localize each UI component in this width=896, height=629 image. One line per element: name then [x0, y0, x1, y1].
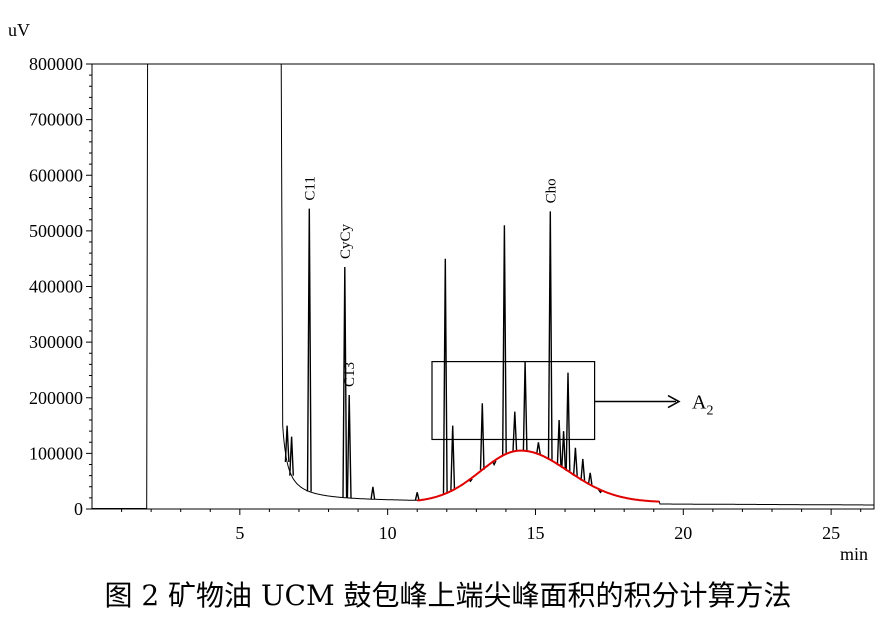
chromatogram-peak: [414, 492, 420, 501]
x-tick-label: 20: [674, 523, 692, 543]
y-axis-unit: uV: [8, 20, 30, 40]
chromatogram-peak: [479, 403, 485, 470]
peak-label: Cho: [543, 178, 559, 203]
chromatogram-peak: [547, 211, 553, 460]
chromatogram-chart: 0 100000 200000 300000 400000 500000 600000 700…: [8, 20, 875, 564]
chromatogram-peak: [522, 361, 528, 451]
chromatogram-peak: [342, 266, 348, 498]
y-tick-label: 500000: [29, 221, 83, 241]
chromatogram-peak: [587, 472, 593, 485]
chromatogram-peak: [370, 486, 376, 500]
chromatogram-peak: [306, 208, 312, 492]
chromatogram-peak: [561, 431, 566, 469]
x-tick-label: 25: [822, 523, 840, 543]
figure-caption: 图 2 矿物油 UCM 鼓包峰上端尖峰面积的积分计算方法: [104, 579, 792, 612]
chromatogram-peak: [572, 447, 578, 476]
integration-region-box: [431, 360, 596, 441]
chromatogram-peak: [450, 425, 456, 491]
y-tick-label: 200000: [29, 388, 83, 408]
region-arrow-head: [667, 394, 681, 409]
x-axis-unit: min: [840, 544, 868, 564]
chromatogram-peak: [536, 442, 541, 455]
y-tick-label: 0: [74, 499, 83, 519]
region-label: A2: [692, 392, 713, 419]
chromatogram-peak: [556, 419, 562, 466]
ucm-hump-trace: [417, 449, 660, 503]
peak-label: C13: [342, 362, 358, 387]
x-tick-label: 15: [526, 523, 544, 543]
peak-label: C11: [302, 176, 318, 200]
chromatogram-peak: [580, 458, 586, 481]
y-tick-label: 800000: [29, 54, 83, 74]
chromatogram-peak: [346, 394, 352, 499]
y-tick-label: 100000: [29, 443, 83, 463]
x-tick-label: 10: [379, 523, 397, 543]
chromatogram-peak: [442, 258, 448, 494]
y-tick-label: 300000: [29, 332, 83, 352]
chromatogram-peak: [289, 436, 294, 476]
chromatogram-peak: [512, 411, 518, 452]
x-tick-label: 5: [235, 523, 244, 543]
y-tick-label: 600000: [29, 165, 83, 185]
chromatogram-peak: [502, 225, 507, 455]
y-tick-label: 400000: [29, 277, 83, 297]
peak-label: CyCy: [338, 224, 354, 260]
chromatogram-peak: [565, 372, 571, 471]
y-tick-label: 700000: [29, 110, 83, 130]
chromatogram-peak: [284, 425, 290, 463]
